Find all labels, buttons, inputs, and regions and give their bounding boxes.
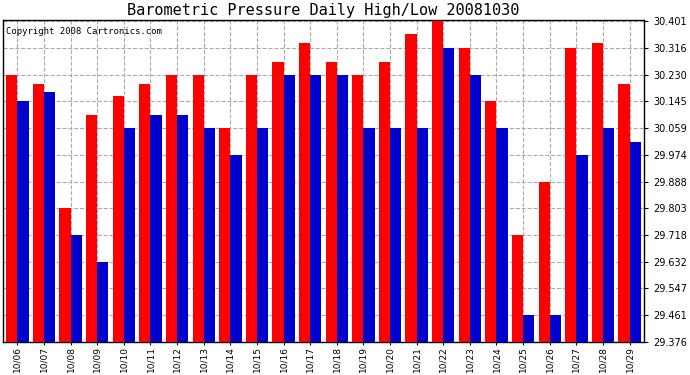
Bar	[310, 75, 322, 342]
Bar	[70, 235, 82, 342]
Bar	[17, 101, 28, 342]
Bar	[273, 62, 284, 342]
Bar	[177, 115, 188, 342]
Bar	[390, 128, 401, 342]
Text: Copyright 2008 Cartronics.com: Copyright 2008 Cartronics.com	[6, 27, 162, 36]
Bar	[299, 43, 310, 342]
Bar	[629, 142, 641, 342]
Bar	[512, 235, 523, 342]
Bar	[33, 84, 44, 342]
Bar	[603, 128, 614, 342]
Bar	[97, 262, 108, 342]
Bar	[326, 62, 337, 342]
Bar	[364, 128, 375, 342]
Bar	[406, 34, 417, 342]
Bar	[112, 96, 124, 342]
Title: Barometric Pressure Daily High/Low 20081030: Barometric Pressure Daily High/Low 20081…	[127, 3, 520, 18]
Bar	[538, 182, 550, 342]
Bar	[59, 208, 70, 342]
Bar	[618, 84, 629, 342]
Bar	[150, 115, 161, 342]
Bar	[230, 155, 241, 342]
Bar	[443, 48, 455, 342]
Bar	[86, 115, 97, 342]
Bar	[44, 92, 55, 342]
Bar	[523, 315, 534, 342]
Bar	[565, 48, 576, 342]
Bar	[352, 75, 364, 342]
Bar	[497, 128, 508, 342]
Bar	[485, 101, 497, 342]
Bar	[592, 43, 603, 342]
Bar	[246, 75, 257, 342]
Bar	[337, 75, 348, 342]
Bar	[219, 128, 230, 342]
Bar	[139, 84, 150, 342]
Bar	[417, 128, 428, 342]
Bar	[124, 128, 135, 342]
Bar	[432, 21, 443, 342]
Bar	[470, 75, 481, 342]
Bar	[576, 155, 587, 342]
Bar	[550, 315, 561, 342]
Bar	[204, 128, 215, 342]
Bar	[6, 75, 17, 342]
Bar	[284, 75, 295, 342]
Bar	[379, 62, 390, 342]
Bar	[257, 128, 268, 342]
Bar	[166, 75, 177, 342]
Bar	[193, 75, 204, 342]
Bar	[459, 48, 470, 342]
